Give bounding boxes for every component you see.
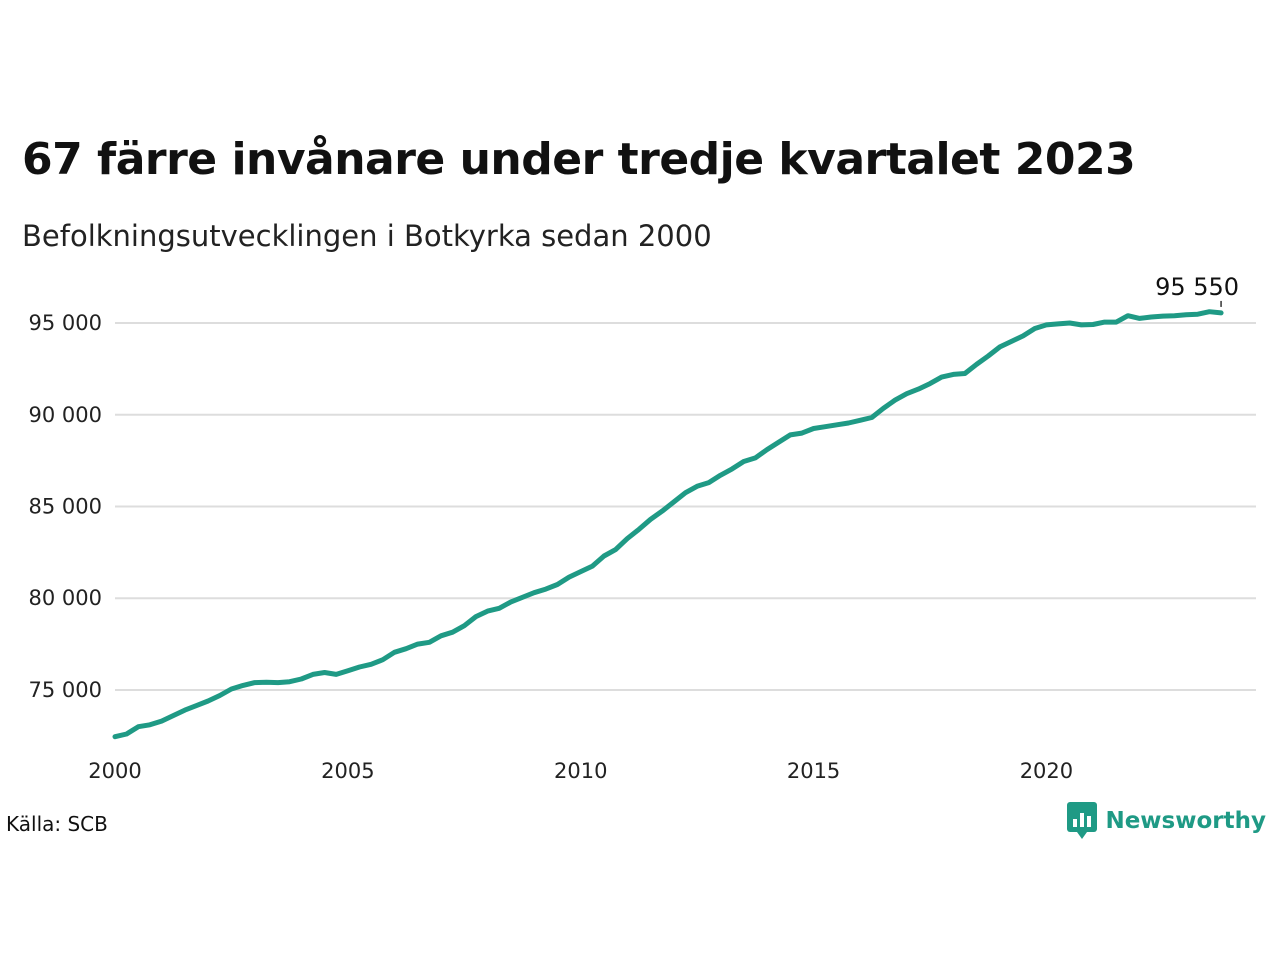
y-tick-label: 75 000 xyxy=(29,678,102,702)
y-tick-label: 80 000 xyxy=(29,586,102,610)
y-axis-ticks: 75 000 80 000 85 000 90 000 95 000 xyxy=(29,311,102,702)
brand-logo[interactable]: Newsworthy xyxy=(1067,802,1266,840)
series-layer xyxy=(112,309,1224,740)
x-tick-label: 2010 xyxy=(554,759,607,783)
end-value-label: 95 550 xyxy=(1155,273,1239,301)
x-axis-ticks: 2000 2005 2010 2015 2020 xyxy=(88,759,1073,783)
gridlines xyxy=(115,322,1256,691)
y-tick-label: 85 000 xyxy=(29,494,102,518)
chart-title: 67 färre invånare under tredje kvartalet… xyxy=(22,134,1136,185)
end-label-layer: 95 550 xyxy=(1155,273,1239,307)
x-tick-label: 2000 xyxy=(88,759,141,783)
series-line xyxy=(112,309,1224,740)
bar-chart-speech-bubble-icon xyxy=(1067,802,1098,839)
y-tick-label: 90 000 xyxy=(29,403,102,427)
x-tick-label: 2005 xyxy=(321,759,374,783)
source-note: Källa: SCB xyxy=(6,812,108,836)
brand-name: Newsworthy xyxy=(1105,808,1266,834)
x-tick-label: 2015 xyxy=(787,759,840,783)
x-tick-label: 2020 xyxy=(1020,759,1073,783)
y-tick-label: 95 000 xyxy=(29,311,102,335)
chart-subtitle: Befolkningsutvecklingen i Botkyrka sedan… xyxy=(22,219,712,253)
